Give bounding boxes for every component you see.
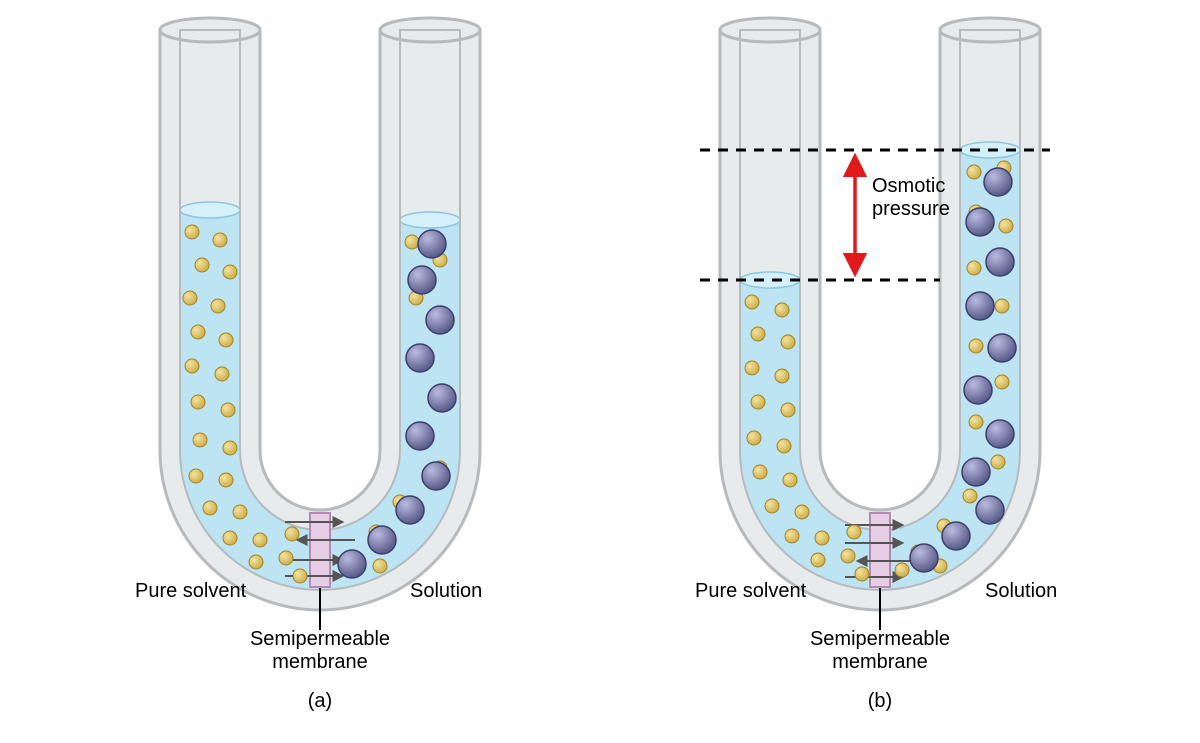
label-osmotic-line1: Osmotic (872, 175, 945, 197)
label-membrane-b-line1: Semipermeable (810, 628, 950, 650)
label-solution-b: Solution (985, 580, 1057, 603)
panel-b: Osmotic pressure Pure solvent Solution S… (640, 10, 1120, 690)
label-membrane-a: Semipermeable membrane (230, 628, 410, 674)
label-osmotic-line2: pressure (872, 198, 950, 220)
label-pure-solvent-a: Pure solvent (135, 580, 246, 603)
label-membrane-b: Semipermeable membrane (790, 628, 970, 674)
utube-b (640, 10, 1120, 650)
label-membrane-a-line1: Semipermeable (250, 628, 390, 650)
label-solution-a: Solution (410, 580, 482, 603)
label-membrane-b-line2: membrane (832, 651, 928, 673)
sublabel-a: (a) (80, 690, 560, 713)
label-pure-solvent-b: Pure solvent (695, 580, 806, 603)
label-membrane-a-line2: membrane (272, 651, 368, 673)
panel-a: Pure solvent Solution Semipermeable memb… (80, 10, 560, 690)
utube-a (80, 10, 560, 650)
sublabel-b: (b) (640, 690, 1120, 713)
label-osmotic: Osmotic pressure (872, 175, 950, 221)
